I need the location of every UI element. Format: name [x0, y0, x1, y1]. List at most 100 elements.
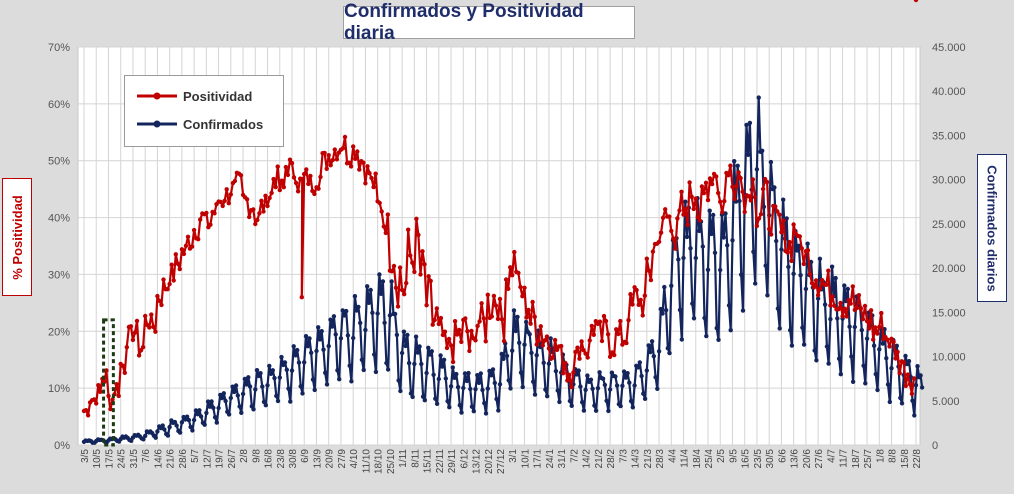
positividad-point — [748, 198, 753, 203]
positividad-point — [536, 338, 541, 344]
positividad-point — [640, 313, 645, 318]
confirmados-point — [574, 372, 580, 377]
confirmados-point — [197, 408, 202, 413]
confirmados-point — [188, 424, 193, 430]
positividad-point — [495, 316, 501, 322]
positividad-point — [685, 222, 690, 228]
confirmados-point — [394, 332, 400, 338]
confirmados-point — [613, 374, 618, 379]
positividad-point — [157, 298, 162, 304]
confirmados-point — [434, 401, 440, 406]
positividad-point — [873, 325, 878, 330]
x-tick-label: 6/9 — [300, 449, 311, 463]
positividad-point — [508, 265, 513, 270]
x-tick-label: 28/3 — [655, 449, 666, 469]
confirmados-point — [441, 357, 447, 362]
confirmados-point — [697, 228, 702, 234]
annotation-box — [102, 318, 115, 447]
confirmados-point — [585, 373, 590, 378]
confirmados-point — [788, 328, 793, 333]
confirmados-point — [239, 410, 244, 415]
positividad-point — [402, 292, 407, 297]
positividad-point — [663, 207, 668, 212]
confirmados-point — [240, 391, 246, 397]
confirmados-point — [679, 337, 684, 342]
positividad-point — [634, 287, 639, 293]
confirmados-point — [676, 257, 681, 262]
positividad-point — [132, 330, 138, 335]
confirmados-point — [903, 353, 908, 359]
confirmados-point — [861, 363, 866, 368]
y-axis-left-label: % Positividad — [9, 194, 25, 280]
positividad-point — [785, 250, 790, 255]
positividad-point — [618, 318, 623, 324]
positividad-point — [695, 215, 700, 220]
confirmados-point — [450, 365, 455, 370]
confirmados-point — [602, 382, 608, 388]
positividad-point — [457, 327, 462, 333]
confirmados-point — [669, 283, 674, 288]
confirmados-point — [705, 267, 711, 272]
confirmados-point — [690, 301, 695, 306]
positividad-point — [267, 195, 272, 201]
positividad-point — [907, 381, 913, 387]
y-right-tick-label: 0 — [932, 440, 938, 452]
confirmados-point — [815, 296, 821, 301]
positividad-point — [669, 228, 674, 234]
positividad-point — [868, 308, 874, 313]
positividad-point — [846, 298, 851, 303]
confirmados-point — [242, 376, 247, 382]
x-tick-label: 3/1 — [508, 449, 519, 463]
positividad-point — [607, 354, 613, 359]
confirmados-point — [469, 404, 475, 409]
confirmados-point — [296, 360, 302, 365]
positividad-point — [171, 278, 176, 283]
positividad-point — [134, 318, 140, 324]
positividad-point — [83, 408, 89, 413]
positividad-point — [628, 292, 633, 297]
positividad-point — [436, 321, 441, 327]
confirmados-point — [385, 367, 391, 372]
confirmados-point — [718, 267, 723, 273]
x-tick-label: 28/2 — [606, 449, 617, 469]
confirmados-point — [884, 356, 889, 361]
confirmados-point — [684, 234, 690, 240]
confirmados-point — [354, 308, 359, 313]
x-tick-label: 18/7 — [851, 449, 862, 469]
confirmados-point — [627, 380, 632, 385]
confirmados-point — [798, 273, 803, 278]
positividad-point — [179, 247, 185, 252]
positividad-point — [605, 332, 611, 337]
positividad-point — [811, 285, 817, 290]
confirmados-point — [445, 399, 450, 404]
confirmados-point — [796, 243, 802, 248]
confirmados-point — [424, 370, 429, 376]
confirmados-point — [448, 384, 454, 389]
confirmados-point — [291, 344, 296, 349]
confirmados-point — [345, 333, 351, 338]
confirmados-point — [438, 353, 443, 358]
confirmados-point — [604, 398, 609, 403]
confirmados-point — [440, 364, 445, 369]
positividad-point — [842, 306, 847, 311]
confirmados-point — [646, 343, 651, 348]
x-tick-label: 23/5 — [753, 449, 764, 469]
positividad-point — [106, 393, 111, 399]
positividad-point — [369, 175, 374, 181]
positividad-point — [830, 294, 835, 299]
confirmados-point — [307, 336, 312, 341]
confirmados-point — [228, 395, 233, 401]
confirmados-point — [174, 423, 179, 428]
confirmados-point — [403, 343, 408, 349]
confirmados-point — [143, 433, 148, 439]
confirmados-point — [317, 337, 323, 342]
positividad-point — [130, 337, 136, 343]
confirmados-point — [214, 420, 219, 425]
positividad-point — [365, 164, 370, 169]
positividad-point — [714, 174, 719, 179]
confirmados-point — [555, 388, 560, 393]
positividad-point — [316, 186, 321, 191]
confirmados-point — [282, 360, 288, 365]
positividad-point — [293, 180, 299, 186]
confirmados-point — [272, 375, 277, 381]
